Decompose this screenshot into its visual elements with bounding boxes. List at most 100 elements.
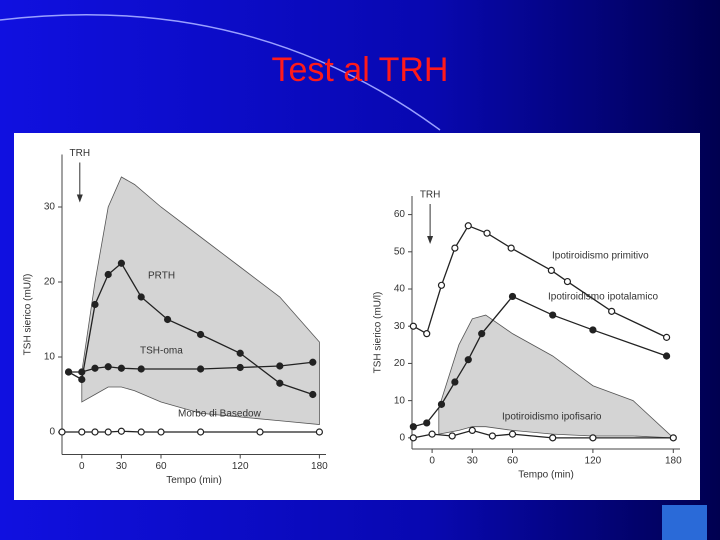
- decor-curve: [0, 13, 441, 131]
- series-line: [68, 361, 313, 373]
- data-point: [409, 434, 417, 442]
- arrow-head: [76, 194, 83, 203]
- data-point: [64, 368, 73, 376]
- data-point: [563, 277, 572, 286]
- series-label: Morbo di Basedow: [178, 409, 262, 420]
- data-point: [589, 326, 597, 334]
- data-point: [451, 378, 459, 386]
- data-point: [164, 315, 172, 324]
- data-point: [507, 244, 515, 252]
- data-point: [276, 379, 284, 387]
- data-point: [78, 375, 86, 384]
- data-point: [91, 364, 99, 372]
- data-point: [309, 358, 317, 366]
- x-axis-label: Tempo (min): [518, 470, 574, 481]
- data-point: [549, 434, 557, 442]
- data-point: [423, 330, 431, 338]
- data-point: [137, 428, 145, 436]
- data-point: [662, 352, 671, 360]
- y-tick-label: 0: [49, 427, 55, 438]
- series-label: Ipotiroidismo ipotalamico: [548, 292, 658, 303]
- series-label: Ipotiroidismo primitivo: [552, 251, 649, 262]
- x-tick-label: 180: [311, 461, 328, 472]
- data-point: [589, 434, 597, 442]
- y-tick-label: 40: [394, 284, 406, 295]
- data-point: [78, 368, 86, 376]
- data-point: [137, 365, 145, 373]
- arrow-head: [427, 236, 434, 244]
- data-point: [428, 430, 436, 438]
- data-point: [104, 270, 112, 279]
- x-tick-label: 120: [585, 456, 602, 467]
- data-point: [236, 349, 244, 357]
- data-point: [448, 432, 456, 440]
- data-point: [464, 222, 472, 230]
- y-tick-label: 50: [394, 246, 406, 257]
- data-point: [276, 362, 284, 370]
- data-point: [91, 428, 99, 436]
- data-point: [669, 434, 677, 442]
- annotation: TRH: [70, 148, 91, 159]
- data-point: [78, 428, 86, 436]
- y-tick-label: 10: [394, 395, 406, 406]
- data-point: [451, 244, 459, 252]
- data-point: [197, 365, 205, 373]
- x-tick-label: 0: [79, 461, 85, 472]
- data-point: [104, 363, 112, 371]
- data-point: [464, 356, 472, 364]
- data-point: [437, 281, 446, 289]
- x-tick-label: 120: [232, 461, 249, 472]
- data-point: [478, 330, 486, 338]
- y-tick-label: 20: [44, 277, 56, 288]
- x-tick-label: 30: [467, 456, 479, 467]
- data-point: [423, 419, 431, 427]
- data-point: [468, 426, 476, 434]
- data-point: [508, 430, 517, 438]
- data-point: [662, 333, 671, 341]
- series-label: PRTH: [148, 271, 175, 282]
- data-point: [608, 307, 616, 315]
- plots: 0 10 20 30 0 30 60 120 180 Tempo (min) TSH sierico…: [23, 148, 682, 486]
- x-axis-label: Tempo (min): [166, 475, 222, 486]
- reference-band: [81, 176, 320, 425]
- data-point: [409, 423, 417, 431]
- reference-band: [438, 314, 675, 439]
- y-tick-label: 30: [44, 202, 56, 213]
- data-point: [547, 266, 555, 275]
- y-tick-label: 30: [394, 321, 406, 332]
- data-point: [549, 311, 557, 319]
- data-point: [117, 427, 126, 435]
- x-tick-label: 30: [116, 461, 128, 472]
- y-tick-label: 0: [399, 432, 405, 443]
- data-point: [197, 428, 205, 436]
- data-point: [409, 322, 417, 330]
- x-tick-label: 180: [665, 456, 682, 467]
- y-tick-label: 60: [394, 209, 406, 220]
- y-axis-label: TSH sierico (mU/l): [23, 274, 34, 356]
- y-tick-label: 20: [394, 358, 406, 369]
- data-point: [488, 432, 496, 440]
- data-point: [437, 400, 446, 408]
- data-point: [117, 364, 126, 372]
- data-point: [137, 293, 145, 301]
- data-point: [236, 363, 244, 372]
- x-tick-label: 0: [429, 456, 435, 467]
- slide-title: Test al TRH: [272, 51, 449, 89]
- annotation: TRH: [420, 190, 441, 201]
- series-label: Ipotiroidismo ipofisario: [502, 412, 602, 423]
- decor-square: [662, 505, 707, 540]
- data-point: [256, 428, 264, 436]
- y-axis-label: TSH sierico (mU/l): [373, 292, 384, 374]
- x-tick-label: 60: [507, 456, 519, 467]
- data-point: [508, 292, 517, 301]
- x-tick-label: 60: [155, 461, 167, 472]
- data-point: [309, 390, 317, 399]
- data-point: [315, 428, 323, 436]
- data-point: [483, 229, 491, 237]
- data-point: [117, 259, 126, 267]
- series-line: [62, 430, 320, 433]
- series-line: [413, 295, 667, 428]
- data-point: [197, 330, 205, 339]
- y-tick-label: 10: [44, 352, 56, 363]
